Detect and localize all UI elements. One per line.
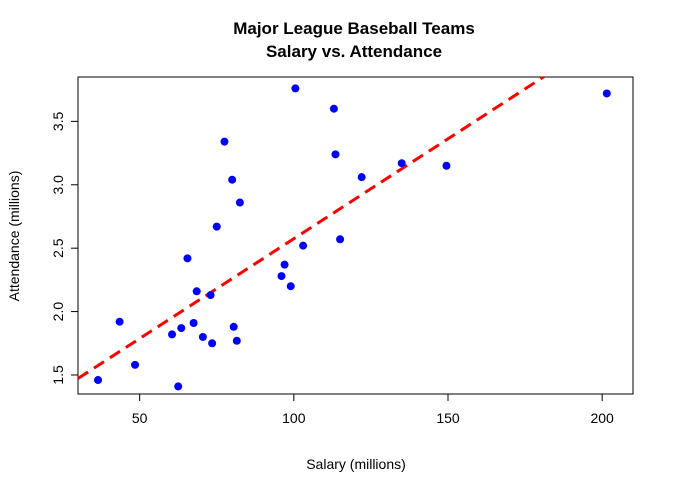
y-axis-label: Attendance (millions) — [6, 171, 22, 302]
y-tick-label: 3.5 — [50, 111, 66, 131]
fit-line-layer — [78, 77, 547, 380]
data-point — [177, 324, 186, 333]
data-point — [235, 198, 244, 207]
data-point — [174, 382, 183, 391]
data-point — [357, 173, 366, 182]
y-tick-label: 2.0 — [50, 302, 66, 322]
data-point — [192, 287, 201, 296]
points-layer — [94, 84, 611, 391]
data-point — [280, 260, 289, 269]
data-point — [220, 137, 229, 146]
x-tick-label: 200 — [590, 410, 614, 426]
data-point — [189, 318, 198, 327]
data-point — [115, 317, 124, 326]
chart-subtitle: Salary vs. Attendance — [266, 42, 442, 61]
x-axis: 50 100 150 200 — [132, 393, 614, 426]
data-point — [329, 104, 338, 113]
data-point — [336, 235, 345, 244]
data-point — [291, 84, 300, 93]
data-point — [602, 89, 611, 98]
data-point — [286, 282, 295, 291]
data-point — [229, 322, 238, 331]
data-point — [198, 332, 207, 341]
data-point — [131, 360, 140, 369]
data-point — [206, 291, 215, 300]
data-point — [277, 272, 286, 281]
y-tick-label: 1.5 — [50, 365, 66, 385]
data-point — [212, 222, 221, 231]
y-axis: 1.5 2.0 2.5 3.0 3.5 — [50, 111, 79, 385]
plot-area-frame — [77, 76, 634, 395]
x-tick-label: 50 — [132, 410, 148, 426]
regression-line — [78, 77, 547, 380]
x-axis-label: Salary (millions) — [306, 456, 406, 472]
data-point — [299, 241, 308, 250]
x-tick-label: 100 — [282, 410, 306, 426]
data-point — [397, 159, 406, 168]
data-point — [94, 376, 103, 385]
data-point — [168, 330, 177, 339]
data-point — [442, 161, 451, 170]
y-tick-label: 3.0 — [50, 175, 66, 195]
data-point — [228, 175, 237, 184]
data-point — [183, 254, 192, 263]
data-point — [208, 339, 217, 348]
data-point — [331, 150, 340, 159]
x-tick-label: 150 — [436, 410, 460, 426]
chart-title: Major League Baseball Teams — [233, 19, 475, 38]
y-tick-label: 2.5 — [50, 238, 66, 258]
data-point — [232, 336, 241, 345]
